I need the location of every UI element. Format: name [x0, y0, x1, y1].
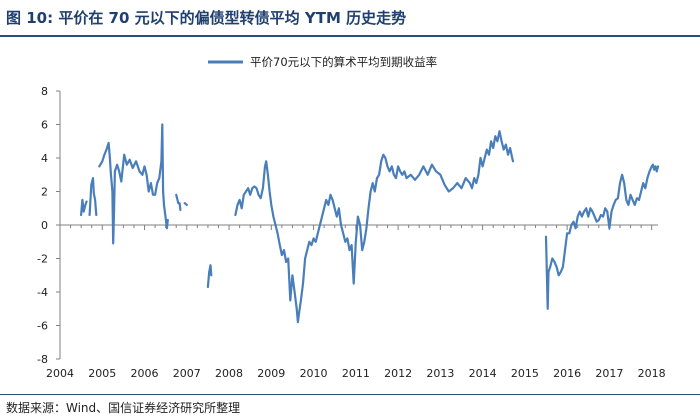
x-tick-label: 2015 — [511, 367, 539, 380]
x-tick-label: 2004 — [46, 367, 74, 380]
x-tick-label: 2016 — [553, 367, 581, 380]
x-tick-label: 2011 — [342, 367, 370, 380]
series-line-segment — [183, 202, 188, 206]
series-line-segment — [178, 202, 182, 211]
y-axis: -8 -6 -4 -2 0 2 4 6 8 — [37, 85, 61, 366]
x-tick-label: 2008 — [215, 367, 243, 380]
legend-label: 平价70元以下的算术平均到期收益率 — [250, 55, 437, 69]
legend: 平价70元以下的算术平均到期收益率 — [208, 55, 437, 69]
source-note: 数据来源：Wind、国信证券经济研究所整理 — [6, 401, 241, 415]
title-bar: 图 10: 平价在 70 元以下的偏债型转债平均 YTM 历史走势 — [0, 0, 700, 34]
y-tick-label: -6 — [37, 320, 48, 333]
y-tick-label: 2 — [41, 186, 48, 199]
x-tick-label: 2017 — [595, 367, 623, 380]
y-tick-label: -4 — [37, 286, 48, 299]
series-line-segment — [544, 163, 660, 310]
x-tick-label: 2018 — [638, 367, 666, 380]
chart-title: 图 10: 平价在 70 元以下的偏债型转债平均 YTM 历史走势 — [6, 9, 407, 27]
y-tick-label: 8 — [41, 85, 48, 98]
top-rule — [0, 35, 700, 37]
y-tick-label: 4 — [41, 152, 48, 165]
x-tick-label: 2009 — [257, 367, 285, 380]
series-line-segment — [175, 193, 180, 205]
y-tick-label: -8 — [37, 353, 48, 366]
y-tick-label: 0 — [41, 219, 48, 232]
x-tick-label: 2013 — [426, 367, 454, 380]
series-line-segment — [80, 198, 88, 217]
y-tick-label: -2 — [37, 253, 48, 266]
series-line-segment — [98, 123, 169, 245]
series-line-segment — [206, 264, 213, 289]
x-axis: 2004 2005 2006 2007 2008 2009 2010 2011 2012 2013… — [46, 224, 666, 380]
bottom-rule — [0, 394, 700, 395]
x-tick-label: 2012 — [384, 367, 412, 380]
series-group — [80, 123, 660, 324]
x-tick-label: 2006 — [131, 367, 159, 380]
series-line-segment — [234, 130, 515, 324]
x-tick-label: 2005 — [88, 367, 116, 380]
series-line-segment — [88, 177, 98, 217]
y-tick-label: 6 — [41, 119, 48, 132]
x-tick-label: 2014 — [469, 367, 497, 380]
x-tick-label: 2007 — [173, 367, 201, 380]
x-tick-label: 2010 — [300, 367, 328, 380]
